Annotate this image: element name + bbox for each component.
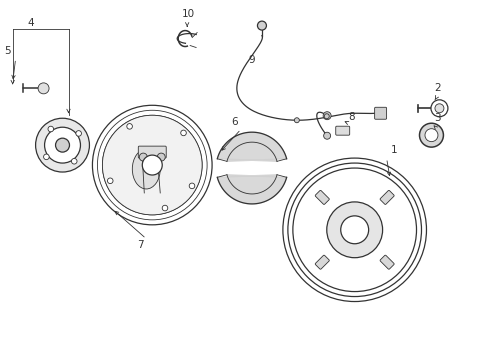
Circle shape <box>71 158 77 164</box>
Circle shape <box>43 154 49 159</box>
Circle shape <box>283 158 426 302</box>
Polygon shape <box>217 132 286 161</box>
Text: 3: 3 <box>433 113 440 123</box>
Circle shape <box>162 205 167 211</box>
Circle shape <box>324 114 328 119</box>
Circle shape <box>157 153 165 161</box>
Text: 6: 6 <box>231 117 238 127</box>
Circle shape <box>48 126 54 132</box>
Circle shape <box>326 202 382 258</box>
Polygon shape <box>217 175 286 204</box>
Circle shape <box>419 123 443 147</box>
Circle shape <box>189 183 194 189</box>
Circle shape <box>36 118 89 172</box>
FancyBboxPatch shape <box>379 190 393 204</box>
Circle shape <box>434 104 443 113</box>
FancyBboxPatch shape <box>138 146 166 158</box>
Text: 9: 9 <box>248 55 255 66</box>
Circle shape <box>430 100 447 117</box>
Circle shape <box>323 132 330 139</box>
Circle shape <box>139 153 147 161</box>
Circle shape <box>142 155 162 175</box>
Circle shape <box>76 131 81 136</box>
Text: 1: 1 <box>390 145 397 155</box>
Ellipse shape <box>132 149 160 189</box>
Text: 2: 2 <box>433 84 440 93</box>
Circle shape <box>44 127 81 163</box>
FancyBboxPatch shape <box>374 107 386 119</box>
FancyBboxPatch shape <box>315 255 328 269</box>
Circle shape <box>294 118 299 123</box>
Circle shape <box>292 168 416 292</box>
FancyBboxPatch shape <box>335 126 349 135</box>
Text: 4: 4 <box>27 18 34 28</box>
Circle shape <box>181 130 186 136</box>
Circle shape <box>323 112 330 120</box>
Text: 8: 8 <box>347 112 354 122</box>
Circle shape <box>340 216 368 244</box>
Circle shape <box>424 129 437 141</box>
FancyBboxPatch shape <box>315 190 328 204</box>
Text: 5: 5 <box>4 45 11 55</box>
Text: 10: 10 <box>181 9 194 19</box>
Text: 7: 7 <box>137 240 143 250</box>
Circle shape <box>257 21 266 30</box>
Circle shape <box>102 115 202 215</box>
Circle shape <box>126 123 132 129</box>
Circle shape <box>107 178 113 184</box>
Circle shape <box>38 83 49 94</box>
Circle shape <box>56 138 69 152</box>
FancyBboxPatch shape <box>379 255 393 269</box>
Circle shape <box>287 163 421 297</box>
